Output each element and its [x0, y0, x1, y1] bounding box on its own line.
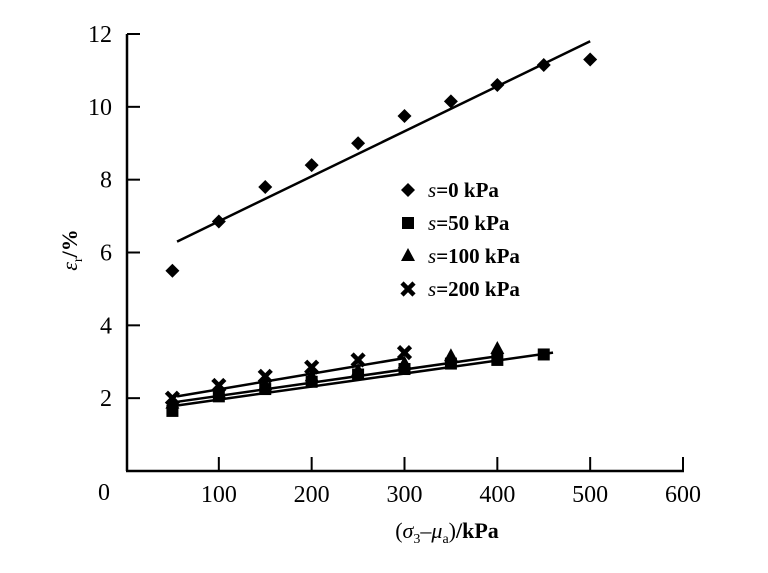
- legend-label-value: =100 kPa: [436, 244, 520, 268]
- x-tick-label: 500: [572, 482, 608, 508]
- point-triangle: [211, 384, 226, 398]
- x-tick-label: 400: [479, 482, 515, 508]
- x-axis-label-mu: μ: [430, 518, 442, 543]
- fit-line-square: [176, 351, 554, 407]
- legend-label: s=100 kPa: [428, 244, 520, 268]
- y-axis-label: εr/%: [57, 229, 86, 270]
- x-tick-label: 200: [294, 482, 330, 508]
- legend-label: s=50 kPa: [428, 211, 510, 235]
- point-triangle: [351, 362, 366, 376]
- point-triangle: [165, 395, 180, 409]
- y-axis-label-eps-sub: r: [71, 257, 86, 262]
- legend-marker-square: [402, 217, 414, 229]
- legend-label: s=0 kPa: [428, 178, 499, 202]
- legend-label-value: =200 kPa: [436, 277, 520, 301]
- x-ticks: 100 200 300 400 500 600: [201, 457, 701, 508]
- x-axis-label-close: ): [449, 518, 456, 543]
- y-tick-label: 10: [88, 95, 112, 121]
- y-axis-label-unit: /%: [57, 229, 82, 258]
- legend-marker-triangle: [401, 248, 415, 261]
- point-diamond: [397, 108, 412, 123]
- legend-marker-diamond: [401, 183, 415, 197]
- point-diamond: [536, 57, 551, 72]
- point-x: [304, 359, 320, 375]
- x-axis-label-open: (: [395, 518, 402, 543]
- point-triangle: [258, 377, 273, 391]
- legend-label-var: s: [428, 277, 436, 301]
- point-square: [537, 348, 550, 361]
- point-diamond: [258, 179, 273, 194]
- axes: [125, 34, 684, 473]
- legend-label: s=200 kPa: [428, 277, 520, 301]
- x-axis-label-sigma-sub: 3: [413, 532, 420, 547]
- data-points: [164, 52, 598, 417]
- fit-lines: [176, 40, 591, 407]
- legend-label-var: s: [428, 211, 436, 235]
- point-diamond: [304, 158, 319, 173]
- y-tick-label: 6: [100, 241, 112, 267]
- x-axis-label-unit: /kPa: [455, 518, 499, 543]
- point-square: [491, 353, 504, 366]
- fit-line-diamond: [176, 40, 591, 243]
- x-axis-label: (σ3–μa)/kPa: [395, 518, 499, 547]
- point-diamond: [165, 263, 180, 278]
- legend-label-value: =50 kPa: [436, 211, 510, 235]
- y-tick-label: 12: [88, 22, 112, 48]
- point-x: [350, 352, 366, 368]
- point-diamond: [583, 52, 598, 67]
- point-diamond: [351, 136, 366, 151]
- y-tick-label: 2: [100, 386, 112, 412]
- legend-marker-x: [400, 281, 416, 297]
- y-tick-label: 8: [100, 168, 112, 194]
- legend-label-var: s: [428, 178, 436, 202]
- point-x: [396, 345, 413, 361]
- point-triangle: [490, 341, 505, 355]
- point-x: [164, 390, 181, 406]
- point-diamond: [443, 94, 458, 109]
- y-tick-label: 4: [100, 313, 112, 339]
- y-axis-label-eps: ε: [57, 262, 82, 271]
- point-diamond: [490, 77, 505, 92]
- point-triangle: [397, 355, 412, 369]
- point-diamond: [211, 214, 226, 229]
- x-tick-label: 100: [201, 482, 237, 508]
- legend-label-value: =0 kPa: [436, 178, 499, 202]
- point-triangle: [304, 368, 319, 382]
- legend-label-var: s: [428, 244, 436, 268]
- x-axis-label-sigma: σ: [403, 518, 415, 543]
- x-axis-label-mu-sub: a: [442, 532, 449, 547]
- point-x: [257, 368, 273, 384]
- fit-line-triangle: [176, 355, 498, 404]
- x-tick-label: 600: [665, 482, 701, 508]
- x-axis-label-minus: –: [419, 518, 432, 543]
- x-tick-label: 300: [387, 482, 423, 508]
- point-x: [211, 377, 227, 394]
- y-ticks: 2 4 6 8 10 12: [88, 22, 140, 412]
- origin-label: 0: [98, 480, 110, 506]
- point-triangle: [443, 348, 458, 362]
